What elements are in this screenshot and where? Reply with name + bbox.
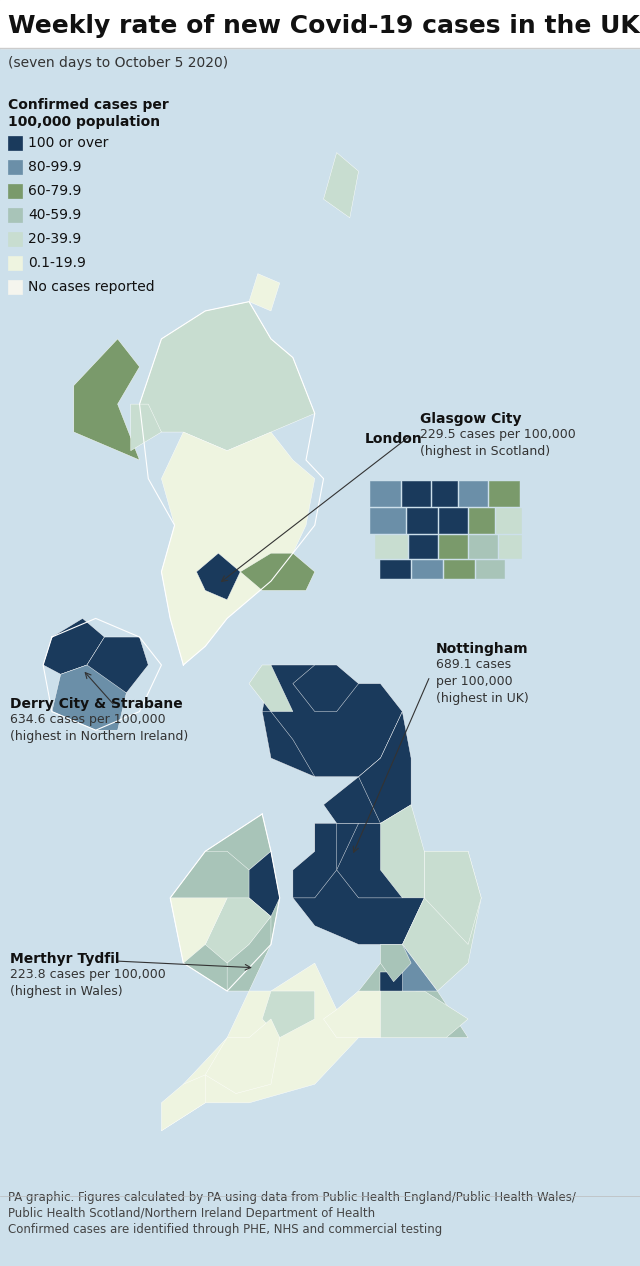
Bar (8, 208, 22, 222)
Polygon shape (262, 711, 315, 777)
Text: 229.5 cases per 100,000
(highest in Scotland): 229.5 cases per 100,000 (highest in Scot… (420, 428, 576, 458)
Text: 40-59.9: 40-59.9 (28, 208, 81, 222)
Polygon shape (262, 991, 315, 1038)
Bar (360, 446, 560, 586)
Text: London: London (365, 432, 423, 446)
Text: Derry City & Strabane: Derry City & Strabane (10, 698, 183, 711)
Text: PA graphic. Figures calculated by PA using data from Public Health England/Publi: PA graphic. Figures calculated by PA usi… (8, 1191, 576, 1204)
Bar (370, 481, 400, 506)
Text: No cases reported: No cases reported (28, 280, 155, 294)
Polygon shape (324, 758, 411, 823)
Polygon shape (240, 553, 315, 590)
Polygon shape (52, 665, 126, 730)
Text: 20-39.9: 20-39.9 (28, 232, 81, 246)
Polygon shape (249, 665, 293, 711)
Text: 634.6 cases per 100,000
(highest in Northern Ireland): 634.6 cases per 100,000 (highest in Nort… (10, 713, 188, 743)
Bar (496, 508, 521, 533)
Polygon shape (131, 404, 161, 451)
Polygon shape (358, 991, 468, 1038)
Polygon shape (87, 637, 148, 693)
Polygon shape (205, 898, 271, 963)
Bar (402, 481, 430, 506)
Bar (439, 536, 467, 558)
Bar (8, 160, 22, 173)
Polygon shape (358, 711, 411, 823)
Bar (407, 508, 437, 533)
Bar (459, 481, 487, 506)
Polygon shape (380, 944, 411, 981)
Bar (432, 481, 457, 506)
Polygon shape (380, 972, 415, 1010)
Bar (444, 560, 474, 579)
Bar (476, 560, 504, 579)
Text: (seven days to October 5 2020): (seven days to October 5 2020) (8, 56, 228, 70)
Polygon shape (196, 553, 240, 600)
Polygon shape (293, 665, 358, 711)
Bar (380, 560, 410, 579)
Text: 223.8 cases per 100,000
(highest in Wales): 223.8 cases per 100,000 (highest in Wale… (10, 968, 166, 998)
Bar (0, 0, 640, 48)
Bar (499, 536, 521, 558)
Bar (469, 508, 494, 533)
Bar (412, 560, 442, 579)
Polygon shape (140, 301, 315, 451)
Text: 100 or over: 100 or over (28, 135, 108, 149)
Polygon shape (161, 432, 315, 665)
Polygon shape (205, 1019, 280, 1094)
Polygon shape (170, 814, 280, 991)
Bar (439, 508, 467, 533)
Polygon shape (324, 153, 358, 218)
Bar (375, 536, 407, 558)
Polygon shape (74, 339, 140, 460)
Text: Glasgow City: Glasgow City (420, 411, 522, 425)
Text: Public Health Scotland/Northern Ireland Department of Health: Public Health Scotland/Northern Ireland … (8, 1206, 375, 1220)
Polygon shape (249, 273, 280, 311)
Bar (8, 280, 22, 294)
Text: Merthyr Tydfil: Merthyr Tydfil (10, 952, 120, 966)
Text: 689.1 cases
per 100,000
(highest in UK): 689.1 cases per 100,000 (highest in UK) (436, 658, 529, 705)
Polygon shape (324, 991, 380, 1038)
Polygon shape (43, 618, 104, 675)
Polygon shape (337, 823, 411, 898)
Polygon shape (249, 851, 280, 917)
Bar (8, 232, 22, 246)
Bar (8, 256, 22, 270)
Polygon shape (161, 963, 358, 1131)
Text: Confirmed cases are identified through PHE, NHS and commercial testing: Confirmed cases are identified through P… (8, 1223, 442, 1236)
Polygon shape (205, 814, 271, 870)
Polygon shape (380, 805, 424, 898)
Polygon shape (170, 898, 227, 963)
Text: 80-99.9: 80-99.9 (28, 160, 81, 173)
Bar (409, 536, 437, 558)
Polygon shape (424, 851, 481, 944)
Bar (469, 536, 497, 558)
Text: Weekly rate of new Covid-19 cases in the UK: Weekly rate of new Covid-19 cases in the… (8, 14, 640, 38)
Text: 0.1-19.9: 0.1-19.9 (28, 256, 86, 270)
Polygon shape (161, 1075, 205, 1131)
Bar (8, 184, 22, 197)
Polygon shape (403, 851, 481, 991)
Polygon shape (403, 944, 437, 991)
Polygon shape (227, 917, 271, 991)
Text: 60-79.9: 60-79.9 (28, 184, 81, 197)
Polygon shape (293, 823, 424, 944)
Polygon shape (337, 944, 468, 1038)
Bar (8, 135, 22, 149)
Text: Nottingham: Nottingham (436, 642, 529, 656)
Polygon shape (293, 823, 337, 898)
Bar (370, 508, 405, 533)
Polygon shape (262, 665, 403, 777)
Text: Confirmed cases per
100,000 population: Confirmed cases per 100,000 population (8, 97, 169, 129)
Bar (489, 481, 519, 506)
